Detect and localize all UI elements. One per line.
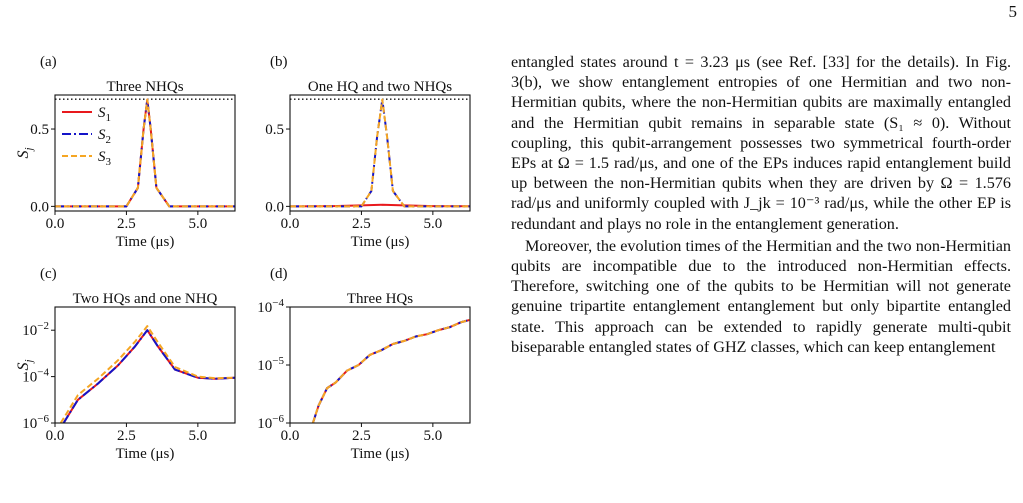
series-s2	[55, 98, 235, 208]
panel-label: (a)	[40, 54, 57, 70]
paragraph-2: Moreover, the evolution times of the Her…	[511, 236, 1011, 356]
x-tick-label: 0.0	[46, 428, 65, 444]
y-tick-label: 0.0	[30, 199, 49, 215]
panel-title: One HQ and two NHQs	[308, 79, 452, 95]
x-axis-label: Time (μs)	[351, 446, 410, 462]
y-tick-label: 10−4	[22, 367, 49, 386]
panel-title: Two HQs and one NHQ	[73, 291, 218, 307]
series-s1	[311, 318, 470, 423]
x-tick-label: 5.0	[188, 428, 207, 444]
series-s3	[290, 98, 470, 208]
series-group	[290, 98, 470, 208]
y-tick-label: 0.0	[265, 199, 284, 215]
legend-entry-s3: S3	[98, 149, 112, 168]
x-tick-label: 2.5	[117, 216, 136, 232]
y-tick-label: 0.5	[30, 122, 49, 138]
panel-title: Three HQs	[347, 291, 413, 307]
y-tick-label: 10−4	[257, 297, 284, 316]
x-tick-label: 2.5	[352, 216, 371, 232]
series-group	[59, 325, 235, 423]
x-tick-label: 0.0	[46, 216, 65, 232]
legend-entry-s2: S2	[98, 127, 111, 146]
panel-label: (d)	[270, 266, 288, 282]
panel-c: (c) Two HQs and one NHQ 0.0 2.5 5.0 Time (μs)…	[15, 266, 236, 462]
series-s2	[311, 318, 470, 423]
series-s1	[62, 329, 235, 423]
y-tick-label: 10−6	[257, 413, 284, 432]
axes-frame	[54, 306, 236, 424]
x-axis-label: Time (μs)	[351, 234, 410, 250]
x-tick-label: 2.5	[352, 428, 371, 444]
x-axis-label: Time (μs)	[116, 446, 175, 462]
panel-label: (c)	[40, 266, 57, 282]
panel-b: (b) One HQ and two NHQs 0.0 2.5 5.0 Time (μs)…	[265, 54, 471, 250]
axes-frame	[289, 306, 471, 424]
panel-a: (a) Three NHQs 0.0 2.5 5.0 Time (μs) 0.0 0.5 Sj S…	[15, 54, 236, 250]
page-number: 5	[1008, 2, 1018, 21]
y-axis-label: Sj	[15, 359, 35, 370]
y-axis-label: Sj	[15, 147, 35, 158]
panel-title: Three NHQs	[106, 79, 183, 95]
y-tick-label: 0.5	[265, 122, 284, 138]
y-tick-label: 10−5	[257, 355, 284, 374]
x-tick-label: 0.0	[281, 216, 300, 232]
series-group	[55, 98, 235, 208]
x-tick-label: 5.0	[188, 216, 207, 232]
x-axis-label: Time (μs)	[116, 234, 175, 250]
body-text-column: entangled states around t = 3.23 μs (see…	[511, 52, 1011, 503]
series-group	[311, 318, 470, 423]
panel-label: (b)	[270, 54, 288, 70]
y-tick-label: 10−6	[22, 413, 49, 432]
axes-frame	[54, 94, 236, 212]
x-tick-label: 5.0	[423, 216, 442, 232]
panel-d: (d) Three HQs 0.0 2.5 5.0 Time (μs) 10−4 10−5 10…	[257, 266, 471, 462]
series-s2	[62, 329, 235, 423]
series-s3	[311, 318, 470, 423]
x-tick-label: 5.0	[423, 428, 442, 444]
legend-entry-s1: S1	[98, 105, 111, 124]
figure-3: (a) Three NHQs 0.0 2.5 5.0 Time (μs) 0.0 0.5 Sj S…	[15, 54, 471, 462]
series-s3	[59, 325, 235, 423]
series-s3	[55, 98, 235, 208]
y-tick-label: 10−2	[22, 320, 49, 339]
x-tick-label: 0.0	[281, 428, 300, 444]
paragraph-1: entangled states around t = 3.23 μs (see…	[511, 53, 1011, 233]
x-tick-label: 2.5	[117, 428, 136, 444]
legend: S1 S2 S3	[62, 105, 112, 168]
axes-frame	[289, 94, 471, 212]
